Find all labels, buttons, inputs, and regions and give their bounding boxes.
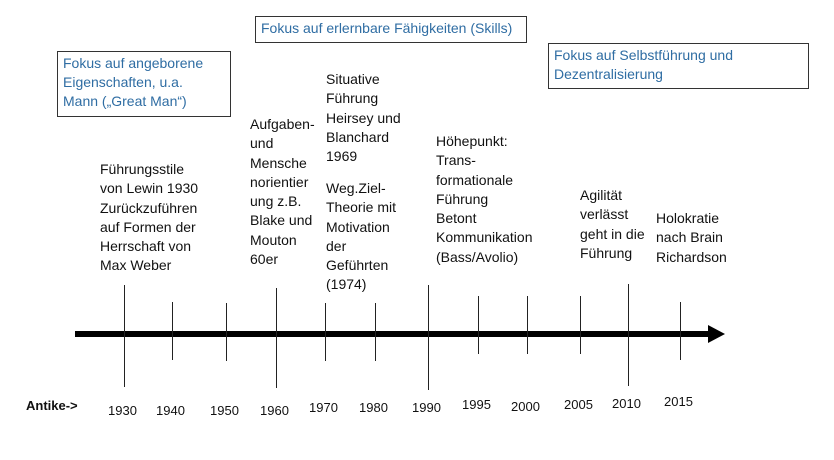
year-label-1930: 1930 [108,403,137,418]
tick-2015 [680,302,682,360]
tick-2005 [580,296,582,354]
note-blake-mouton: Aufgaben- und Mensche norientier ung z.B… [250,116,315,268]
year-label-1990: 1990 [412,400,441,415]
timeline-axis [75,331,715,337]
year-label-1950: 1950 [210,403,239,418]
note-agility: Agilität verlässt geht in die Führung [580,187,645,261]
note-lewin: Führungsstile von Lewin 1930 Zurückzufüh… [100,161,199,274]
tick-1970 [325,303,327,361]
arrow-head-icon [708,325,725,343]
tick-1940 [172,302,174,360]
focus-box-innate-traits: Fokus auf angeborene Eigenschaften, u.a.… [57,51,231,117]
focus-box-self-leadership: Fokus auf Selbstführung und Dezentralisi… [548,43,809,89]
note-transformational: Höhepunkt: Trans- formationale Führung B… [436,133,533,265]
focus-box-learnable-skills: Fokus auf erlernbare Fähigkeiten (Skills… [255,16,527,43]
tick-2010 [628,284,630,386]
tick-2000 [527,296,529,354]
year-label-2005: 2005 [564,397,593,412]
tick-1995 [478,296,480,354]
year-label-2010: 2010 [612,396,641,411]
year-label-1940: 1940 [156,403,185,418]
tick-1990 [428,285,430,390]
year-label-2015: 2015 [664,394,693,409]
tick-1930 [124,285,126,387]
note-situative: Situative Führung Heirsey und Blanchard … [326,71,401,165]
tick-1960 [276,288,278,388]
tick-1950 [226,303,228,361]
antike-label: Antike-> [26,398,78,413]
note-holacracy: Holokratie nach Brain Richardson [656,210,727,265]
year-label-1960: 1960 [260,403,289,418]
tick-1980 [375,303,377,361]
year-label-1980: 1980 [359,400,388,415]
note-weg-ziel: Weg.Ziel- Theorie mit Motivation der Gef… [326,180,397,293]
year-label-1995: 1995 [462,397,491,412]
year-label-2000: 2000 [511,399,540,414]
year-label-1970: 1970 [309,400,338,415]
